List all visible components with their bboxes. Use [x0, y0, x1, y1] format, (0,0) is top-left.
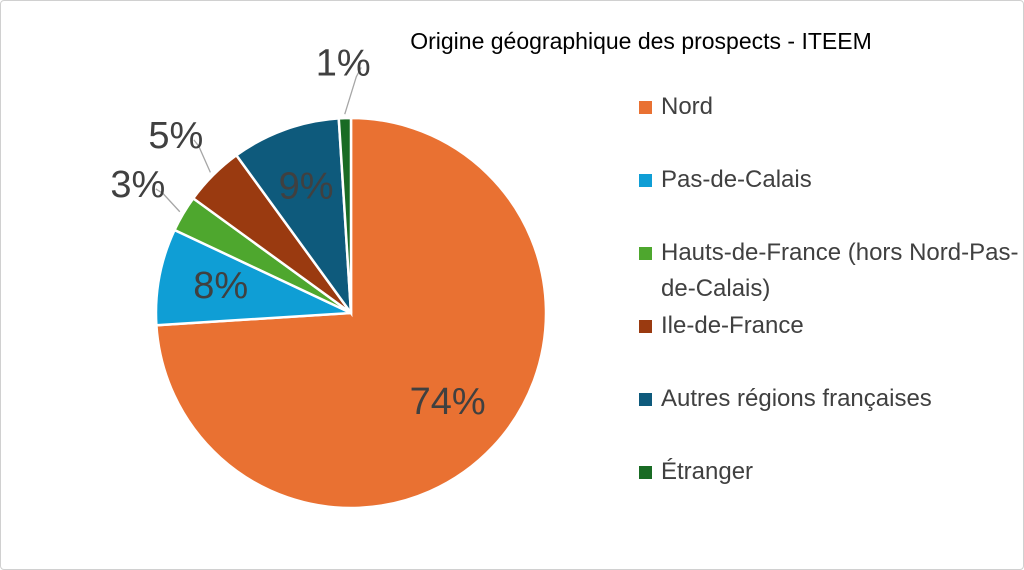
data-label: 8%	[193, 265, 248, 307]
pie-slice	[337, 116, 353, 314]
data-label: 3%	[110, 164, 165, 206]
legend-item: Étranger	[639, 454, 1019, 490]
legend-swatch	[639, 174, 652, 187]
legend-label: Ile-de-France	[661, 312, 804, 339]
leader-line	[344, 67, 362, 115]
legend-item: Nord	[639, 89, 1019, 125]
leader-line	[155, 188, 181, 213]
legend-item: Pas-de-Calais	[639, 162, 1019, 198]
legend-item: Autres régions françaises	[639, 381, 1019, 417]
data-label: 1%	[316, 43, 371, 85]
legend-swatch	[639, 393, 652, 406]
legend-label: Étranger	[661, 458, 754, 485]
legend-item: Hauts-de-France (hors Nord-Pas-de-Calais…	[639, 235, 1019, 307]
legend-label: Autres régions françaises	[661, 385, 932, 412]
data-label: 5%	[148, 115, 203, 157]
legend-swatch	[639, 101, 652, 114]
legend-label: Nord	[661, 93, 714, 120]
legend-label: Hauts-de-France (hors Nord-Pas-de-Calais…	[661, 239, 1019, 302]
legend-swatch	[639, 247, 652, 260]
pie-slice	[234, 117, 353, 318]
data-label: 74%	[410, 381, 486, 423]
legend-swatch	[639, 466, 652, 479]
leader-line	[193, 139, 211, 173]
data-label: 9%	[279, 165, 334, 207]
chart-title: Origine géographique des prospects - ITE…	[410, 28, 872, 54]
legend-label: Pas-de-Calais	[661, 166, 812, 193]
pie-slice	[154, 228, 352, 327]
legend-item: Ile-de-France	[639, 308, 1019, 344]
legend-swatch	[639, 320, 652, 333]
